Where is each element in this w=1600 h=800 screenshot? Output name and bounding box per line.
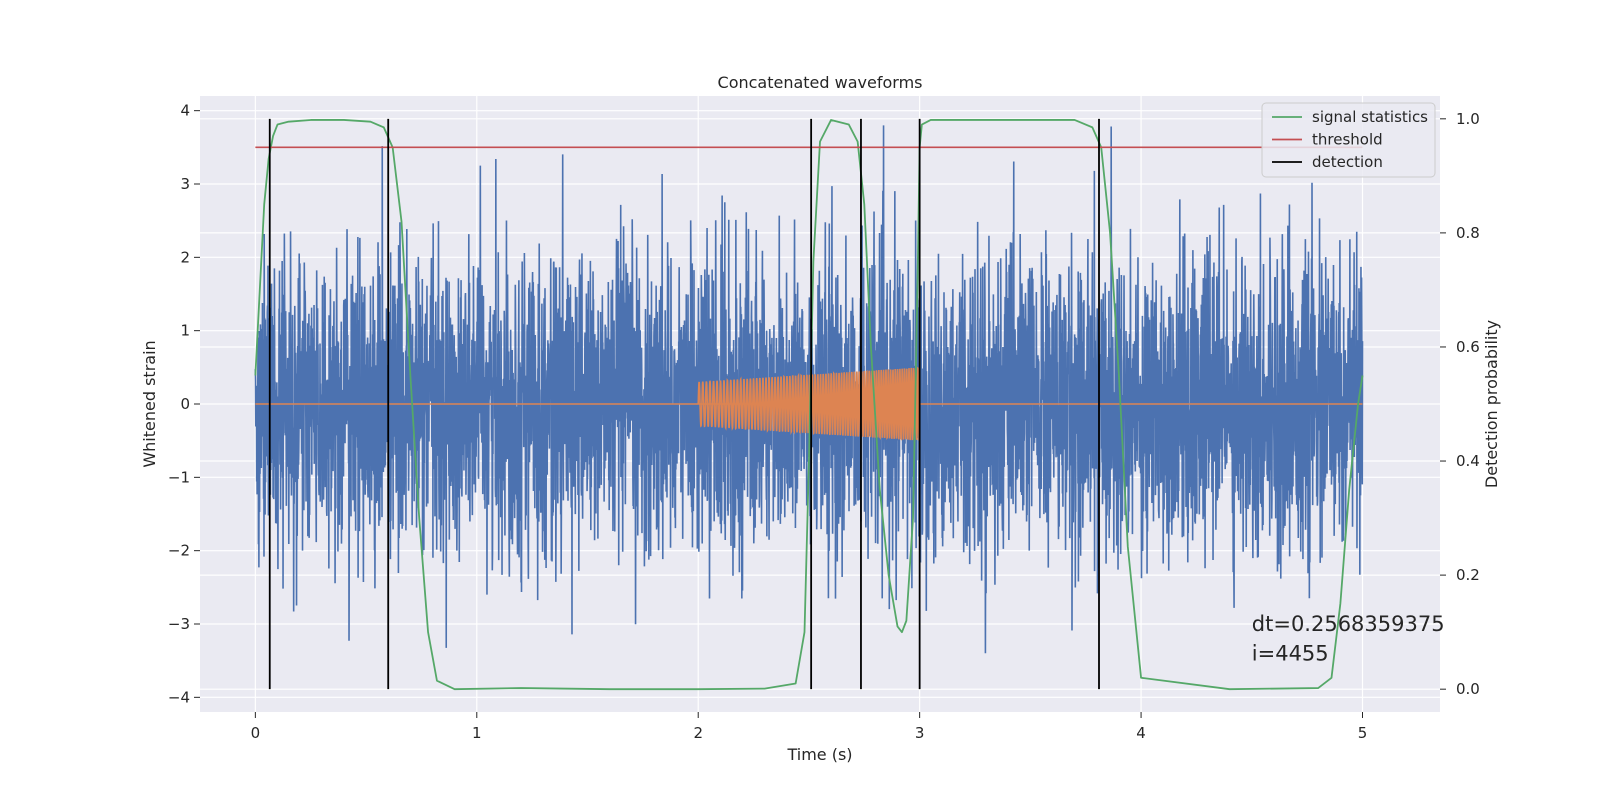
y2-tick-label: 1.0 — [1456, 110, 1480, 128]
annotation-text: dt=0.2568359375 — [1252, 612, 1445, 636]
y2-tick-label: 0.2 — [1456, 566, 1480, 584]
x-tick-label: 1 — [472, 724, 482, 742]
y2-tick-label: 0.4 — [1456, 452, 1480, 470]
y2-tick-label: 0.6 — [1456, 338, 1480, 356]
y-tick-label: 4 — [180, 102, 190, 120]
y2-tick-label: 0.8 — [1456, 224, 1480, 242]
legend-label: detection — [1312, 153, 1383, 171]
whitened-strain-line — [254, 125, 1364, 654]
y-tick-label: 2 — [180, 248, 190, 266]
signal-statistics-line — [254, 119, 1364, 691]
y-tick-label: −1 — [168, 468, 190, 486]
series-layer — [254, 118, 1364, 691]
x-tick-label: 0 — [251, 724, 261, 742]
template-waveform-line — [255, 366, 1363, 441]
x-axis-label: Time (s) — [786, 745, 852, 764]
annotation-text: i=4455 — [1252, 641, 1329, 665]
legend-label: threshold — [1312, 131, 1383, 149]
y-tick-label: 3 — [180, 175, 190, 193]
legend-box — [1261, 102, 1436, 178]
y-tick-label: 1 — [180, 322, 190, 340]
y-tick-label: 0 — [180, 395, 190, 413]
axes-layer: 0 1 2 3 4 5 −4 −3 −2 −1 0 1 2 3 4 0.0 0.2 0.4 0.6 0.8 1.0 — [168, 102, 1480, 742]
y2-axis-label: Detection probability — [1482, 320, 1501, 488]
annotations: dt=0.2568359375 i=4455 — [1252, 612, 1445, 665]
y-tick-label: −4 — [168, 688, 190, 706]
x-tick-label: 5 — [1358, 724, 1368, 742]
y-tick-label: −2 — [168, 542, 190, 560]
legend-label: signal statistics — [1312, 108, 1428, 126]
y-tick-label: −3 — [168, 615, 190, 633]
y-axis-label: Whitened strain — [140, 340, 159, 467]
x-tick-label: 4 — [1136, 724, 1146, 742]
legend: signal statistics threshold detection — [1261, 102, 1436, 178]
chart-title: Concatenated waveforms — [718, 73, 923, 92]
y2-tick-label: 0.0 — [1456, 680, 1480, 698]
x-tick-label: 2 — [693, 724, 703, 742]
x-tick-label: 3 — [915, 724, 925, 742]
